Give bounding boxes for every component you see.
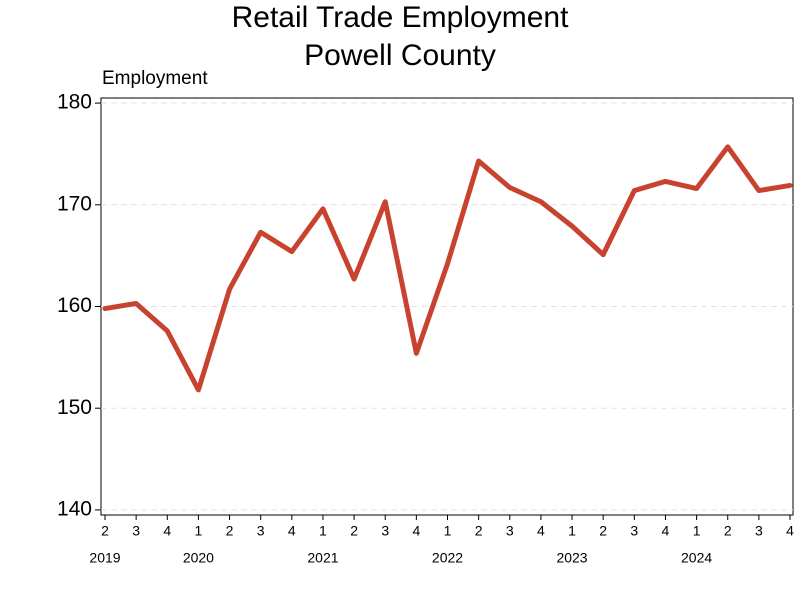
x-tick-label: 2: [226, 523, 234, 539]
year-label: 2019: [89, 550, 120, 566]
chart-subtitle: Powell County: [304, 39, 496, 72]
x-tick-label: 1: [195, 523, 203, 539]
y-axis-label: Employment: [102, 68, 208, 89]
x-tick-label: 3: [257, 523, 265, 539]
x-tick-label: 2: [475, 523, 483, 539]
x-tick-label: 2: [724, 523, 732, 539]
x-tick-label: 3: [381, 523, 389, 539]
year-label: 2020: [183, 550, 214, 566]
x-tick-label: 1: [444, 523, 452, 539]
y-tick-label: 170: [57, 192, 92, 215]
x-tick-label: 4: [537, 523, 545, 539]
x-tick-label: 4: [662, 523, 670, 539]
x-tick-label: 4: [288, 523, 296, 539]
x-tick-label: 2: [599, 523, 607, 539]
data-line: [102, 144, 793, 393]
x-tick-label: 3: [755, 523, 763, 539]
year-label: 2022: [432, 550, 463, 566]
year-label: 2023: [556, 550, 587, 566]
x-tick-label: 3: [630, 523, 638, 539]
x-tick-label: 1: [568, 523, 576, 539]
x-tick-label: 1: [319, 523, 327, 539]
x-tick-label: 4: [412, 523, 420, 539]
x-tick-label: 4: [163, 523, 171, 539]
x-tick-label: 2: [101, 523, 109, 539]
y-tick-label: 180: [57, 91, 92, 114]
x-tick-label: 4: [786, 523, 794, 539]
year-label: 2021: [307, 550, 338, 566]
chart-title: Retail Trade Employment: [232, 1, 569, 34]
y-tick-label: 160: [57, 294, 92, 317]
x-tick-label: 3: [506, 523, 514, 539]
x-tick-label: 3: [132, 523, 140, 539]
year-label: 2024: [681, 550, 712, 566]
x-tick-label: 2: [350, 523, 358, 539]
x-tick-label: 1: [693, 523, 701, 539]
y-tick-label: 140: [57, 497, 92, 520]
y-tick-label: 150: [57, 396, 92, 419]
